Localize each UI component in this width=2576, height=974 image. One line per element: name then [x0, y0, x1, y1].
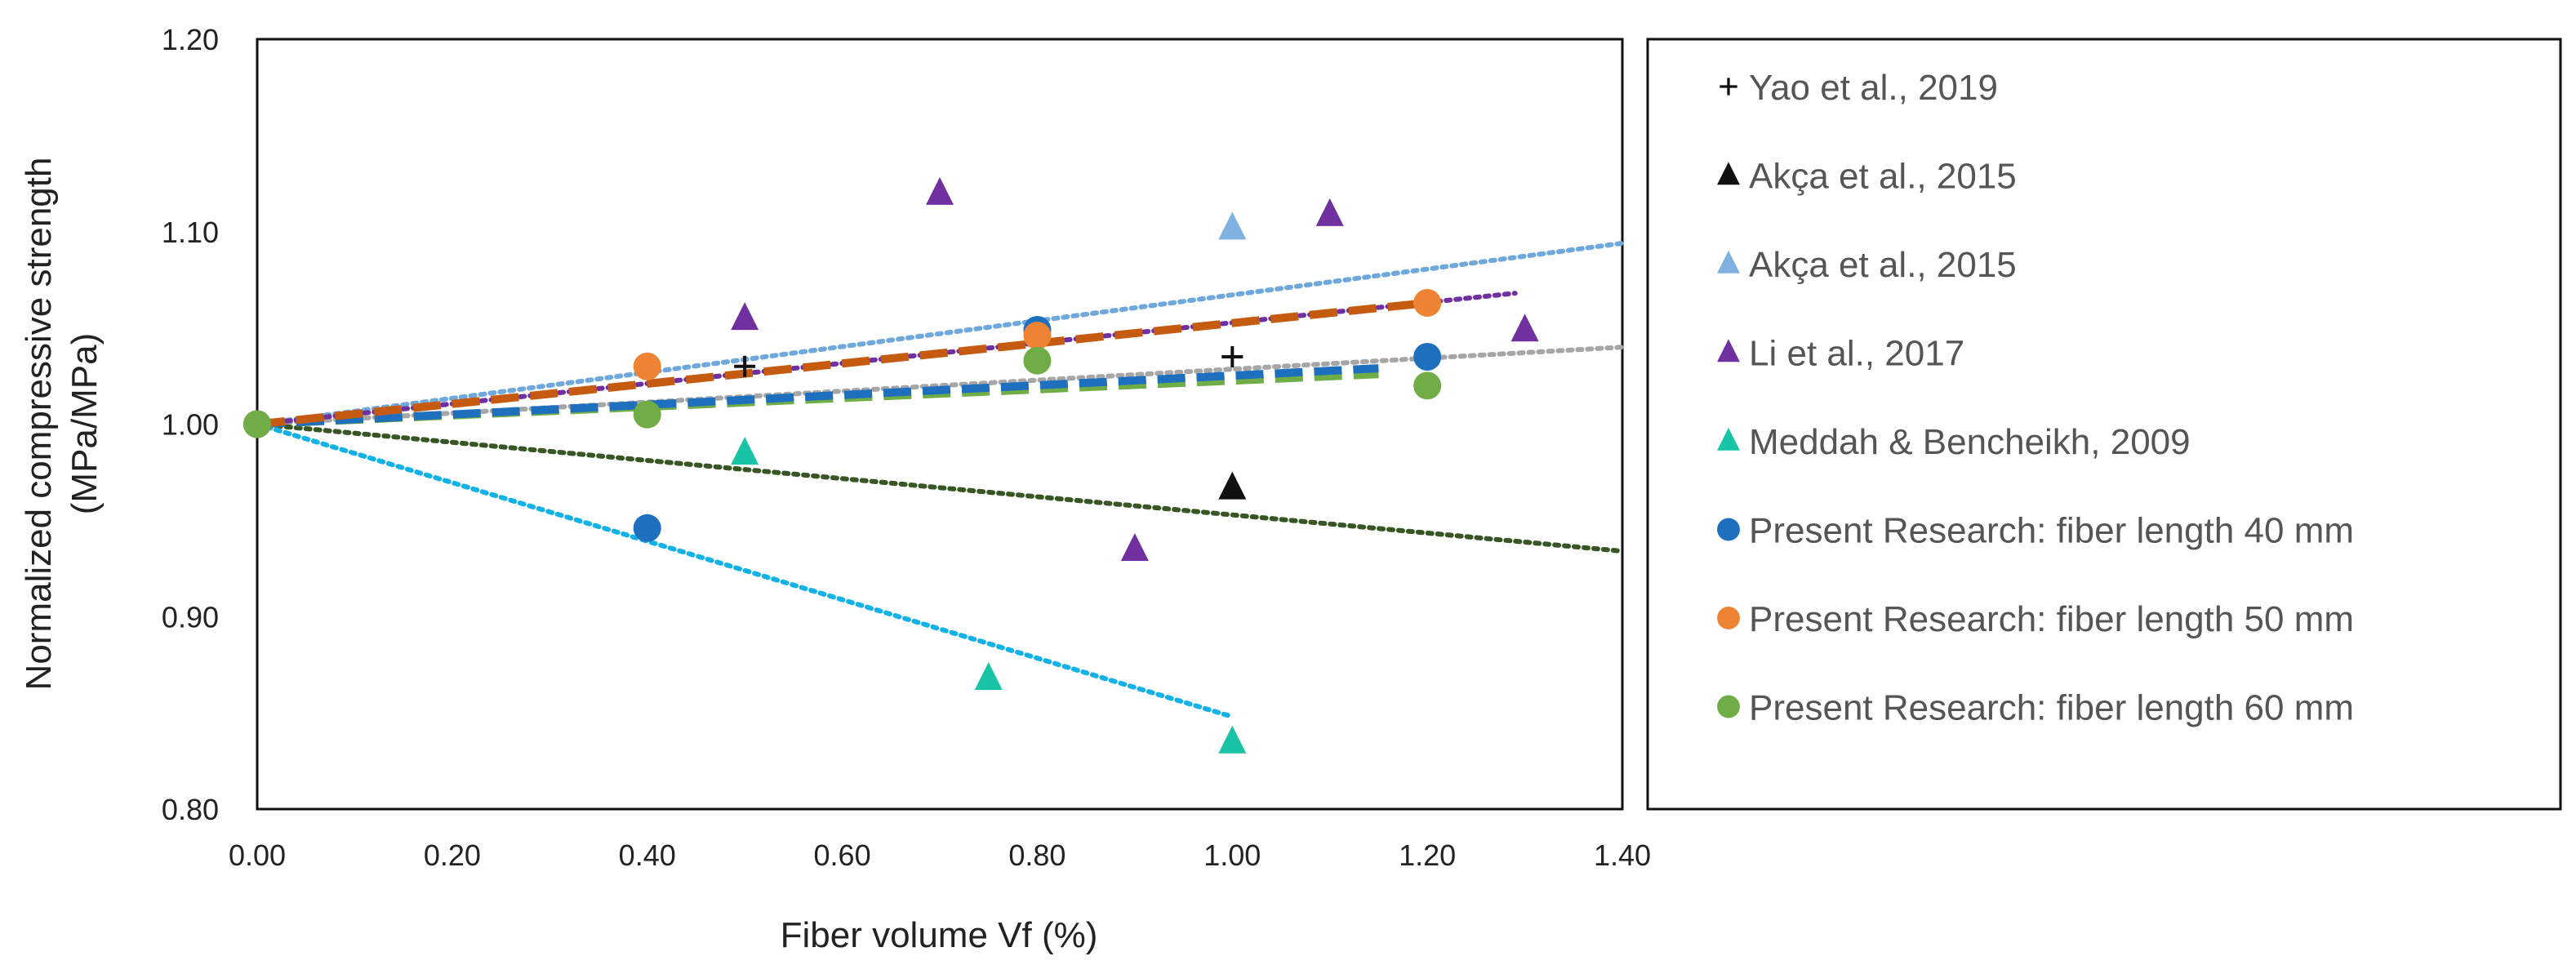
data-point-s7 [1023, 346, 1052, 375]
trend-akca-blue-line [255, 240, 1625, 427]
legend-marker [1717, 607, 1740, 629]
legend-marker [1717, 250, 1740, 274]
legend-marker [1717, 695, 1740, 718]
legend-marker [1717, 162, 1740, 185]
legend-label: Present Research: fiber length 60 mm [1749, 688, 2354, 728]
x-tick-label: 0.80 [1008, 838, 1066, 872]
trend-yao-line [255, 345, 1625, 427]
data-point-s4 [974, 661, 1003, 690]
data-point-s7 [243, 410, 271, 438]
data-point-s6 [633, 352, 661, 380]
trend-meddah-line [255, 421, 1235, 719]
data-point-s3 [731, 302, 759, 331]
x-tick-label: 1.00 [1203, 838, 1261, 872]
x-tick-label: 0.20 [424, 838, 481, 872]
trend-akca-black-line [255, 421, 1625, 554]
marker-layer [243, 176, 1539, 754]
y-axis-title-line2: (MPa/MPa) [65, 333, 105, 514]
x-tick-label: 0.40 [619, 838, 676, 872]
y-tick-label: 0.80 [162, 793, 219, 826]
tick-label-layer: 0.00 0.20 0.40 0.60 0.80 1.00 1.20 1.40 0.80 0.90… [162, 23, 1651, 872]
data-point-s6 [1023, 322, 1052, 350]
legend-label: Meddah & Bencheikh, 2009 [1749, 422, 2191, 462]
plot-frame [256, 38, 1624, 811]
data-point-s0 [734, 355, 756, 377]
y-tick-label: 0.90 [162, 600, 219, 634]
legend: Yao et al., 2019 Akça et al., 2015 Akça et… [1717, 68, 2354, 728]
legend-marker [1717, 427, 1740, 451]
data-point-s6 [1413, 288, 1442, 317]
legend-box [1646, 38, 2562, 811]
data-point-s3 [1510, 314, 1539, 342]
legend-label: Present Research: fiber length 50 mm [1749, 599, 2354, 639]
x-axis-title: Fiber volume Vf (%) [781, 915, 1098, 955]
trend-50mm-line [256, 299, 1428, 429]
data-point-s1 [1218, 471, 1247, 500]
legend-marker [1720, 78, 1737, 96]
legend-marker [1717, 518, 1740, 541]
data-point-s4 [731, 437, 759, 465]
trend-40mm-line [256, 364, 1379, 429]
data-point-s5 [1413, 342, 1442, 371]
y-axis-title-line1: Normalized compressive strength [19, 158, 59, 691]
legend-label: Akça et al., 2015 [1749, 157, 2017, 197]
legend-label: Li et al., 2017 [1749, 334, 1964, 374]
data-point-s2 [1218, 211, 1247, 240]
x-tick-label: 1.40 [1594, 838, 1651, 872]
x-tick-label: 0.00 [229, 838, 286, 872]
data-point-s5 [633, 514, 661, 542]
x-tick-label: 1.20 [1399, 838, 1456, 872]
y-tick-label: 1.20 [162, 23, 219, 56]
data-point-s3 [1315, 198, 1344, 226]
data-point-s0 [1221, 345, 1244, 367]
data-point-s7 [1413, 371, 1442, 400]
legend-label: Akça et al., 2015 [1749, 245, 2017, 285]
x-tick-label: 0.60 [814, 838, 871, 872]
y-tick-label: 1.00 [162, 408, 219, 442]
data-point-s4 [1218, 725, 1247, 754]
data-point-s3 [926, 176, 954, 205]
legend-label: Present Research: fiber length 40 mm [1749, 511, 2354, 551]
trendline-layer [255, 240, 1625, 719]
data-point-s3 [1120, 533, 1149, 562]
y-tick-label: 1.10 [162, 216, 219, 249]
data-point-s7 [633, 400, 661, 429]
legend-marker [1717, 339, 1740, 362]
legend-label: Yao et al., 2019 [1749, 68, 1998, 108]
